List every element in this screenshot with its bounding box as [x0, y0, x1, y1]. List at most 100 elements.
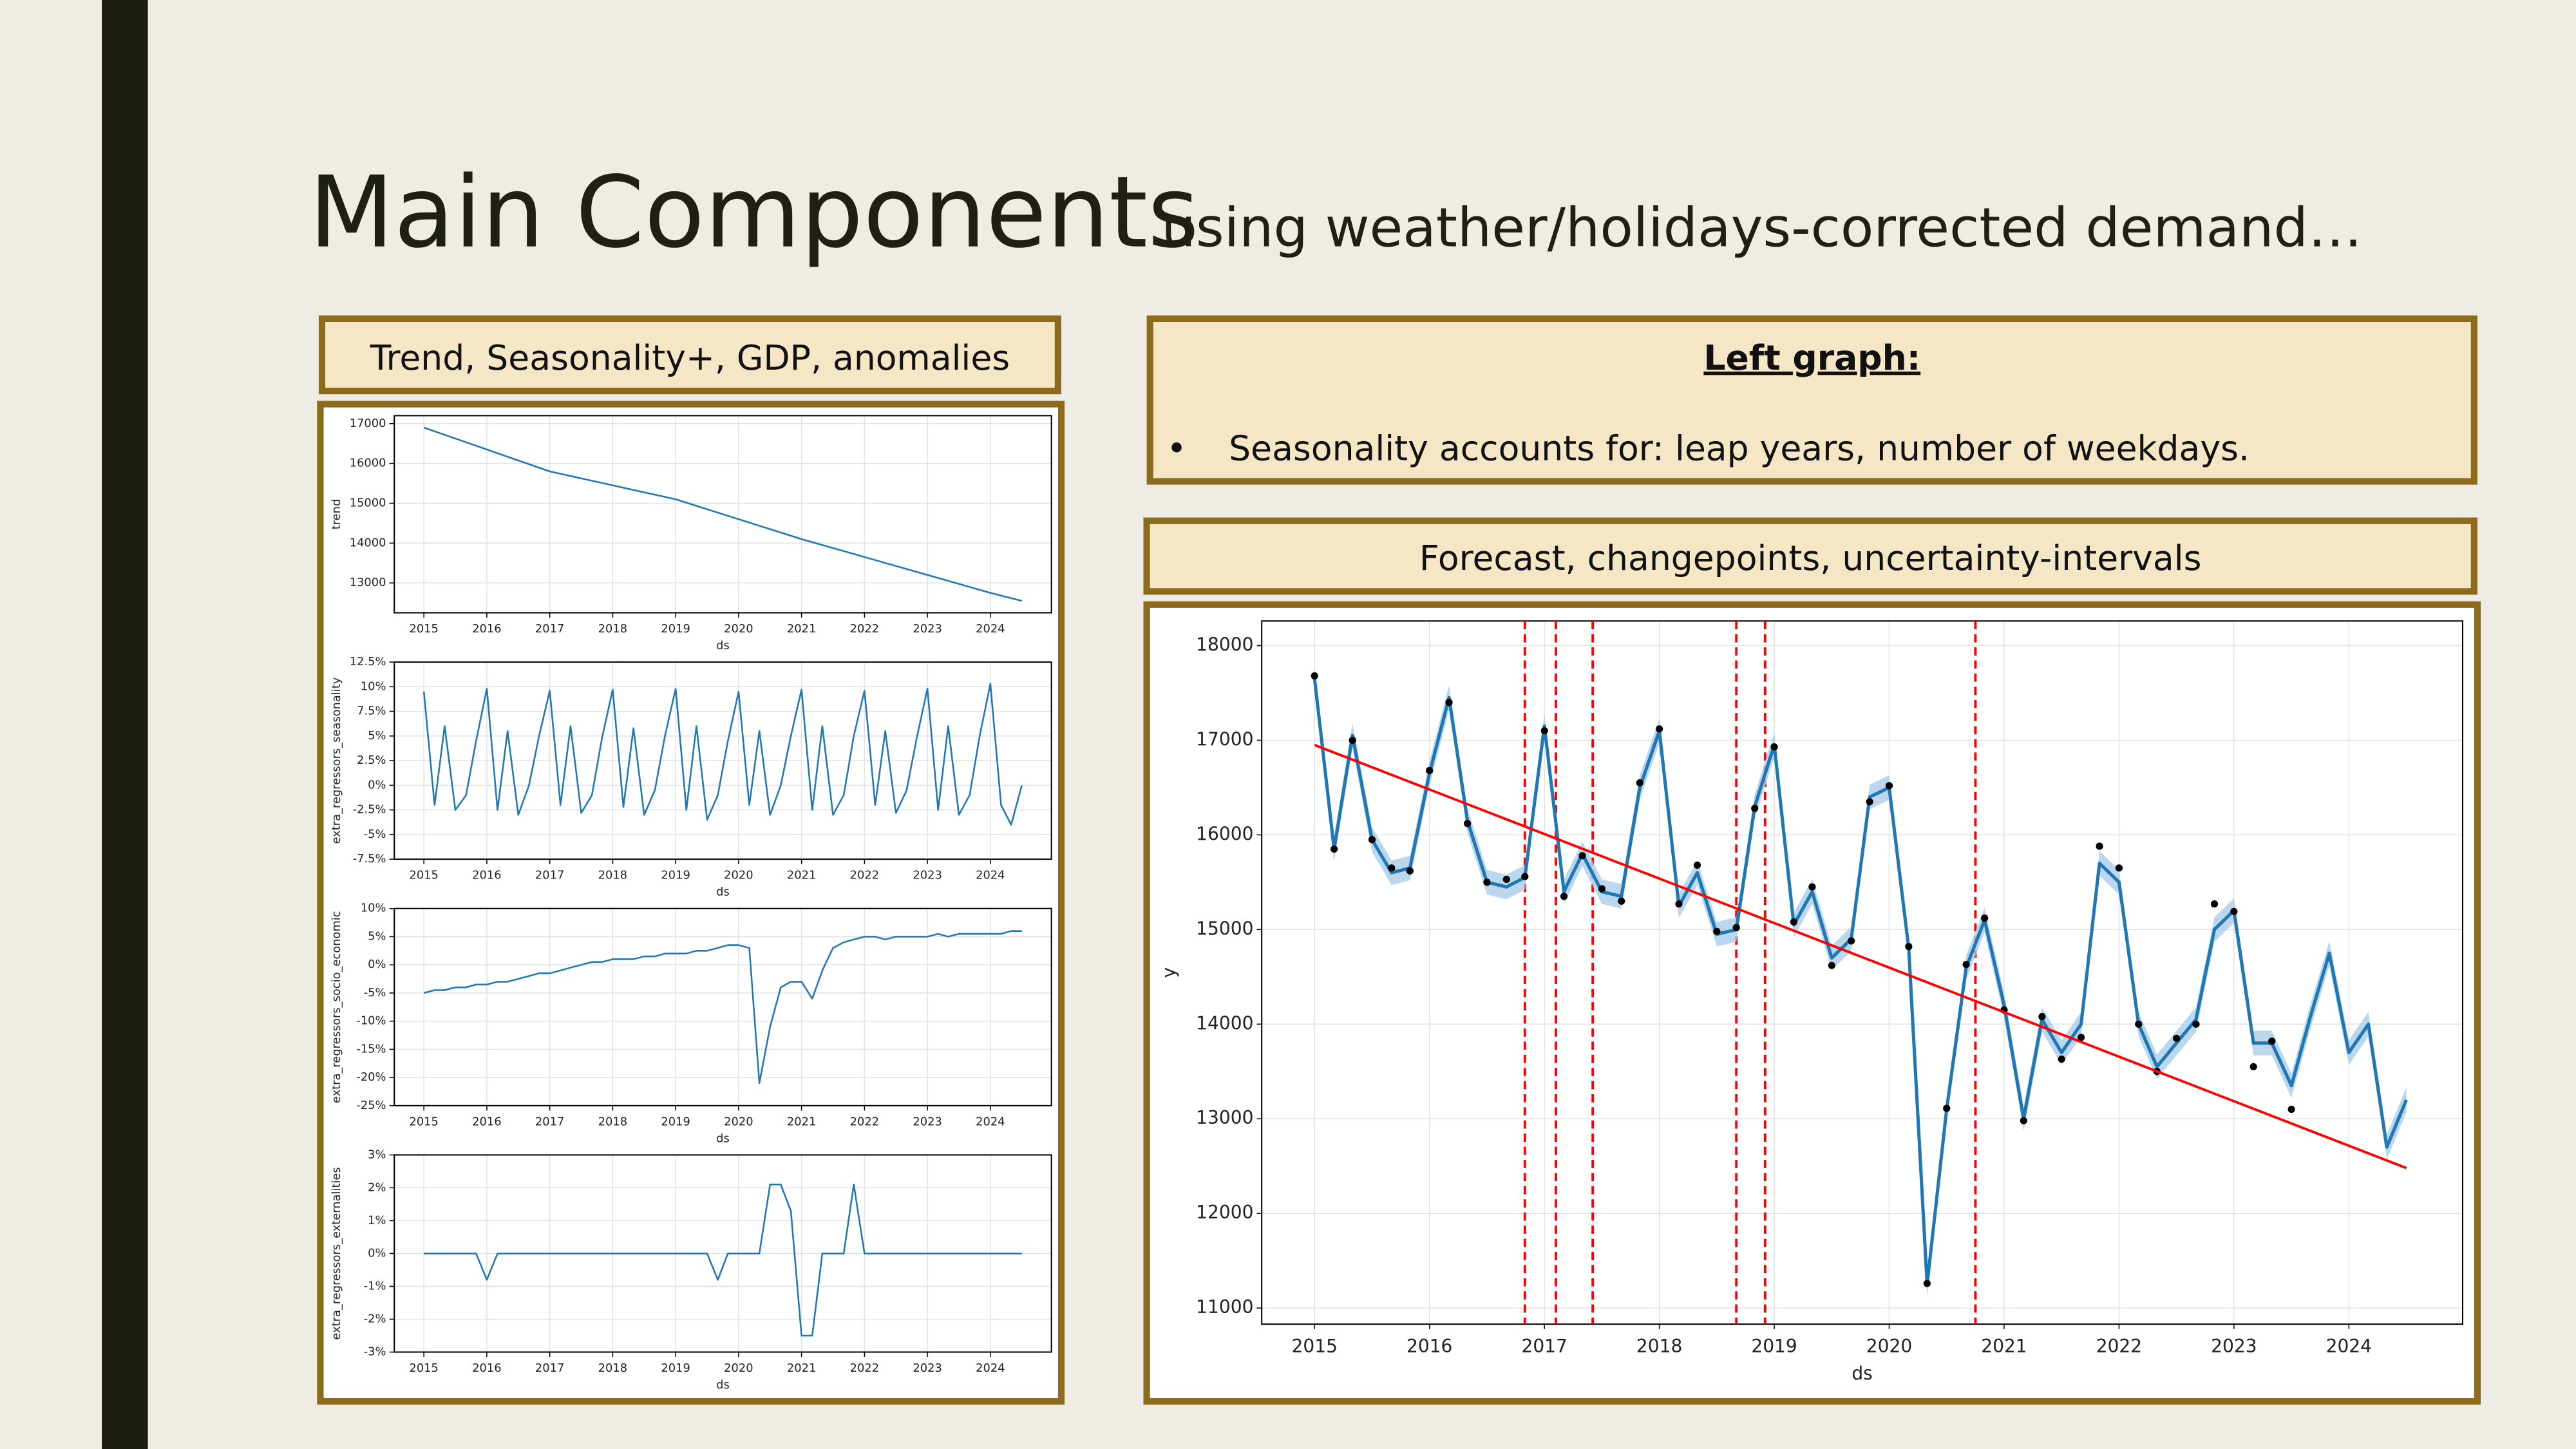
data-point — [2249, 1063, 2257, 1071]
series-line — [423, 426, 1023, 602]
x-tick-label: 2022 — [850, 1361, 879, 1375]
data-point — [1866, 798, 1873, 806]
data-point — [1636, 779, 1643, 787]
x-tick-label: 2020 — [1866, 1336, 1912, 1357]
x-tick-label: 2015 — [409, 869, 438, 882]
data-point — [2115, 864, 2123, 872]
y-tick-label: 16000 — [350, 457, 386, 470]
x-tick-label: 2024 — [976, 1115, 1005, 1128]
x-tick-label: 2018 — [598, 1361, 627, 1375]
y-tick-label: 18000 — [1196, 634, 1253, 655]
data-point — [1905, 943, 1913, 951]
data-point — [1578, 852, 1586, 860]
note-heading: Left graph: — [1703, 337, 1920, 378]
data-point — [1426, 766, 1434, 775]
y-tick-label: -25% — [356, 1099, 386, 1112]
x-tick-label: 2024 — [2326, 1336, 2372, 1357]
data-point — [1445, 699, 1453, 706]
x-axis-label: ds — [716, 1132, 730, 1145]
y-axis-label: y — [1158, 967, 1179, 978]
data-point — [2210, 900, 2219, 908]
series-line — [423, 930, 1022, 1084]
y-tick-label: -1% — [364, 1279, 386, 1293]
x-tick-label: 2018 — [1636, 1336, 1682, 1357]
x-tick-label: 2020 — [724, 1361, 753, 1375]
plot-frame — [393, 1154, 1052, 1353]
x-tick-label: 2023 — [913, 1115, 942, 1128]
label-box — [318, 315, 1061, 395]
y-tick-label: 14000 — [1196, 1012, 1253, 1034]
x-tick-label: 2015 — [409, 622, 438, 636]
y-tick-label: 13000 — [1196, 1107, 1253, 1128]
data-point — [1406, 867, 1414, 875]
data-point — [1732, 923, 1740, 932]
y-tick-label: -7.5% — [353, 852, 386, 866]
plot-frame — [393, 907, 1052, 1106]
y-tick-label: 13000 — [350, 576, 386, 589]
note-box — [1146, 315, 2477, 485]
x-tick-label: 2022 — [2096, 1336, 2142, 1357]
series-line — [422, 683, 1023, 826]
data-point — [2287, 1105, 2295, 1113]
y-tick-label: -5% — [364, 828, 386, 841]
data-point — [2173, 1034, 2181, 1042]
x-tick-label: 2015 — [409, 1361, 438, 1375]
y-tick-label: 12000 — [1196, 1202, 1253, 1223]
x-tick-label: 2017 — [1521, 1336, 1567, 1357]
data-point — [1598, 885, 1606, 893]
x-tick-label: 2017 — [535, 1115, 564, 1128]
data-point — [1330, 845, 1338, 853]
plot-frame — [393, 415, 1052, 614]
y-tick-label: 0% — [368, 778, 386, 791]
x-tick-label: 2024 — [976, 869, 1005, 882]
x-axis-label: ds — [716, 1378, 730, 1392]
y-axis-label: extra_regressors_externalities — [330, 1167, 343, 1340]
y-tick-label: -2.5% — [353, 803, 386, 817]
data-point — [2077, 1034, 2085, 1041]
y-tick-label: 15000 — [350, 496, 386, 509]
slide-title: Main Components — [309, 156, 1199, 270]
data-point — [2020, 1117, 2027, 1124]
y-axis-label: extra_regressors_socio_economic — [330, 911, 343, 1103]
x-tick-label: 2019 — [661, 1115, 690, 1128]
y-tick-label: -5% — [364, 986, 386, 999]
y-axis-label: trend — [330, 499, 343, 530]
x-tick-label: 2015 — [409, 1115, 438, 1128]
data-point — [1311, 672, 1318, 680]
y-tick-label: 11000 — [1196, 1296, 1253, 1318]
data-point — [2038, 1012, 2046, 1021]
y-tick-label: 12.5% — [350, 655, 386, 668]
y-tick-label: 10% — [361, 902, 386, 915]
x-tick-label: 2018 — [598, 869, 627, 882]
x-tick-label: 2017 — [535, 622, 564, 636]
y-tick-label: 7.5% — [357, 705, 386, 718]
x-tick-label: 2022 — [850, 622, 879, 636]
data-point — [1521, 873, 1529, 880]
data-point — [1368, 836, 1376, 844]
x-tick-label: 2016 — [1406, 1336, 1452, 1357]
data-point — [1675, 900, 1683, 908]
label-box — [1143, 517, 2477, 595]
y-tick-label: 10% — [361, 679, 386, 693]
label-text: Trend, Seasonality+, GDP, anomalies — [370, 337, 1010, 378]
y-tick-label: 5% — [368, 929, 386, 943]
y-tick-label: 14000 — [350, 536, 386, 549]
plot-frame — [393, 661, 1052, 860]
x-tick-label: 2019 — [661, 869, 690, 882]
data-point — [1981, 914, 1989, 922]
y-tick-label: -15% — [356, 1042, 386, 1056]
y-axis-label: extra_regressors_seasonality — [330, 677, 343, 844]
data-point — [2135, 1020, 2143, 1028]
x-tick-label: 2019 — [1751, 1336, 1797, 1357]
data-point — [2268, 1037, 2276, 1045]
data-point — [1962, 961, 1970, 969]
data-point — [1885, 782, 1893, 790]
y-tick-label: -3% — [364, 1345, 386, 1358]
data-point — [1713, 927, 1721, 935]
data-point — [1770, 743, 1778, 751]
x-tick-label: 2023 — [913, 622, 942, 636]
y-tick-label: 3% — [368, 1148, 386, 1161]
x-tick-label: 2023 — [913, 869, 942, 882]
x-tick-label: 2021 — [787, 1115, 816, 1128]
